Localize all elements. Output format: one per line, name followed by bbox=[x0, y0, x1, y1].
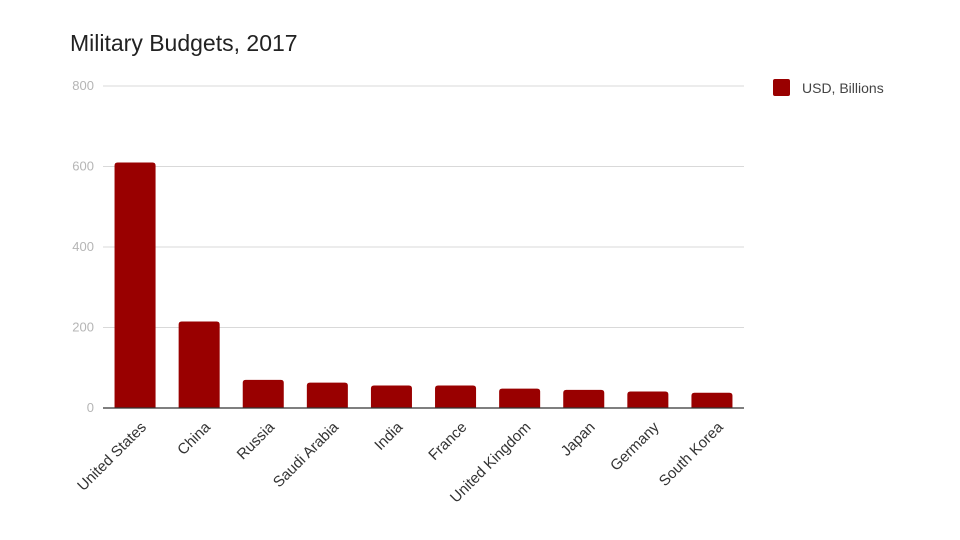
bar-united-kingdom bbox=[499, 388, 541, 408]
bar-saudi-arabia bbox=[306, 382, 348, 408]
y-tick-label: 0 bbox=[87, 400, 94, 415]
y-tick-label: 400 bbox=[72, 239, 94, 254]
legend: USD, Billions bbox=[773, 79, 884, 96]
x-tick-label: Saudi Arabia bbox=[270, 418, 343, 491]
gridlines bbox=[103, 85, 744, 328]
x-tick-label: Germany bbox=[607, 418, 663, 474]
legend-label: USD, Billions bbox=[802, 80, 884, 96]
x-tick-label: Japan bbox=[558, 419, 599, 460]
bar-germany bbox=[627, 391, 669, 408]
legend-swatch bbox=[773, 79, 790, 96]
x-tick-label: China bbox=[174, 418, 214, 458]
x-tick-label: India bbox=[371, 418, 406, 453]
bar-russia bbox=[242, 379, 284, 408]
bar-china bbox=[178, 321, 220, 408]
x-tick-label: France bbox=[425, 419, 470, 464]
y-axis-ticks: 0 200 400 600 800 bbox=[72, 78, 94, 415]
y-tick-label: 200 bbox=[72, 320, 94, 335]
bar-japan bbox=[563, 389, 605, 408]
bar-france bbox=[435, 385, 477, 408]
x-tick-label: United States bbox=[74, 419, 150, 495]
chart-title: Military Budgets, 2017 bbox=[70, 30, 298, 56]
bar-india bbox=[370, 385, 412, 408]
y-tick-label: 600 bbox=[72, 159, 94, 174]
x-tick-label: Russia bbox=[234, 418, 279, 463]
bar-united-states bbox=[114, 162, 156, 408]
bar-south-korea bbox=[691, 392, 733, 408]
y-tick-label: 800 bbox=[72, 78, 94, 93]
x-tick-label: South Korea bbox=[656, 418, 727, 489]
bars bbox=[114, 162, 733, 408]
